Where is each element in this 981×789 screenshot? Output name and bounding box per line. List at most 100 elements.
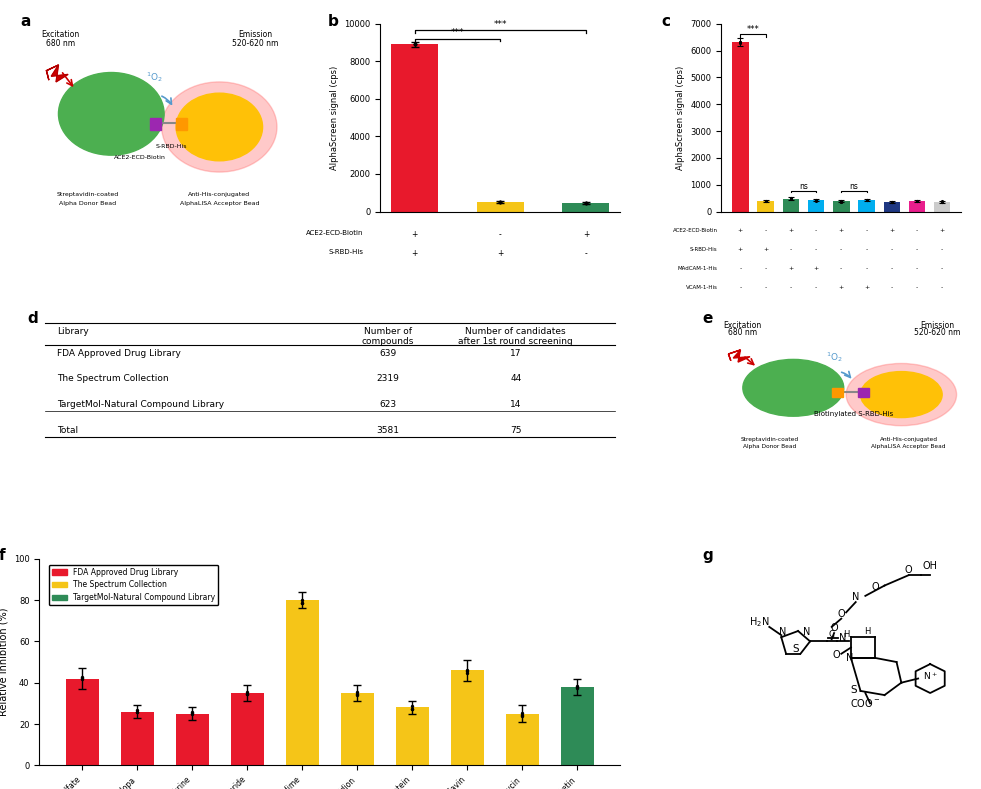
Text: -: - xyxy=(764,285,767,290)
Text: -: - xyxy=(865,266,867,271)
Text: ACE2-ECD-Biotin: ACE2-ECD-Biotin xyxy=(673,229,718,234)
Point xyxy=(834,195,850,208)
Point xyxy=(884,196,900,208)
Text: 623: 623 xyxy=(380,400,396,409)
Text: ACE2-ECD-Biotin: ACE2-ECD-Biotin xyxy=(306,230,363,237)
Point xyxy=(407,38,423,50)
Polygon shape xyxy=(729,350,750,362)
Point xyxy=(783,192,799,204)
Bar xyxy=(396,708,429,765)
Text: 680 nm: 680 nm xyxy=(46,39,76,48)
Text: -: - xyxy=(790,247,792,252)
Text: H: H xyxy=(864,627,871,636)
Point xyxy=(407,38,423,50)
Text: N$^+$: N$^+$ xyxy=(923,670,938,682)
Point xyxy=(808,194,824,207)
Text: +: + xyxy=(411,230,418,239)
Point xyxy=(75,671,90,684)
Circle shape xyxy=(743,360,844,417)
Text: 44: 44 xyxy=(510,374,521,383)
Text: d: d xyxy=(27,311,38,326)
Text: H: H xyxy=(843,630,850,639)
Text: -: - xyxy=(916,247,918,252)
Text: O: O xyxy=(838,608,845,619)
Polygon shape xyxy=(46,65,68,82)
Point xyxy=(808,194,824,207)
Bar xyxy=(231,693,264,765)
Text: 75: 75 xyxy=(510,426,522,435)
Point xyxy=(909,194,925,207)
Text: f: f xyxy=(0,548,5,563)
Text: +: + xyxy=(839,229,844,234)
Point xyxy=(935,196,951,208)
Y-axis label: AlphaScreen signal (cps): AlphaScreen signal (cps) xyxy=(330,65,338,170)
Point xyxy=(459,664,475,677)
Text: 17: 17 xyxy=(510,349,522,357)
Point xyxy=(909,195,925,208)
Text: N: N xyxy=(839,634,847,643)
Text: Streptavidin-coated: Streptavidin-coated xyxy=(56,192,119,196)
Text: The Spectrum Collection: The Spectrum Collection xyxy=(57,374,169,383)
Text: Excitation: Excitation xyxy=(42,30,80,39)
Point xyxy=(834,196,850,208)
Text: ns: ns xyxy=(850,182,858,191)
Text: +: + xyxy=(497,249,503,258)
Bar xyxy=(833,201,850,211)
Text: Alpha Donor Bead: Alpha Donor Bead xyxy=(743,444,796,449)
Text: O: O xyxy=(833,650,841,660)
Bar xyxy=(506,714,539,765)
Text: +: + xyxy=(583,230,590,239)
Point xyxy=(492,196,508,208)
Bar xyxy=(832,388,843,397)
Bar xyxy=(451,671,484,765)
Text: -: - xyxy=(740,266,742,271)
Text: -: - xyxy=(585,249,588,258)
Text: -: - xyxy=(865,247,867,252)
Point xyxy=(834,195,850,208)
Text: $^1$O$_2$: $^1$O$_2$ xyxy=(826,350,843,365)
Bar xyxy=(150,118,161,130)
Text: -: - xyxy=(815,229,817,234)
Text: Excitation: Excitation xyxy=(724,321,762,331)
Point xyxy=(757,195,773,208)
Text: -: - xyxy=(815,285,817,290)
Point xyxy=(757,195,773,208)
Text: N: N xyxy=(852,592,859,602)
Text: N: N xyxy=(802,627,810,638)
Text: -: - xyxy=(815,247,817,252)
Bar xyxy=(477,202,524,211)
Text: Anti-His-conjugated: Anti-His-conjugated xyxy=(188,192,250,196)
Point xyxy=(858,193,874,206)
Text: ***: *** xyxy=(450,28,464,37)
Point xyxy=(404,702,420,715)
Text: -: - xyxy=(865,229,867,234)
Point xyxy=(407,38,423,50)
Text: e: e xyxy=(702,311,712,326)
Point xyxy=(492,196,508,208)
Point xyxy=(404,703,420,716)
Text: Streptavidin-coated: Streptavidin-coated xyxy=(741,437,799,443)
Point xyxy=(935,195,951,208)
Text: ACE2-ECD-Biotin: ACE2-ECD-Biotin xyxy=(114,155,166,160)
Text: a: a xyxy=(20,14,30,29)
Text: -: - xyxy=(790,285,792,290)
Text: O: O xyxy=(871,581,879,592)
Point xyxy=(783,193,799,205)
Point xyxy=(884,196,900,208)
Text: -: - xyxy=(764,229,767,234)
Point xyxy=(515,709,531,721)
Text: +: + xyxy=(813,266,819,271)
Point xyxy=(75,671,90,683)
Point xyxy=(515,707,531,720)
Point xyxy=(75,672,90,685)
Point xyxy=(570,680,586,693)
Text: 14: 14 xyxy=(510,400,522,409)
Bar xyxy=(66,679,99,765)
Point xyxy=(349,688,365,701)
Point xyxy=(808,193,824,206)
Text: S-RBD-His: S-RBD-His xyxy=(329,249,363,255)
Point xyxy=(294,596,310,609)
Text: +: + xyxy=(738,229,743,234)
Point xyxy=(459,664,475,676)
Text: -: - xyxy=(840,247,843,252)
